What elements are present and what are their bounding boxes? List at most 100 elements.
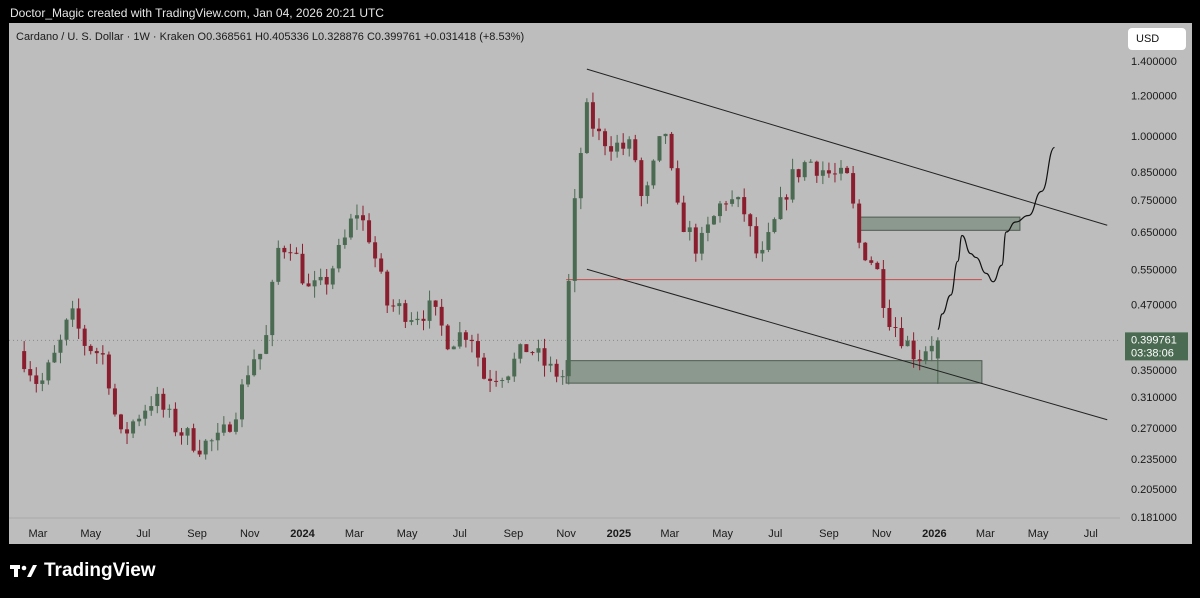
- projection-path: [937, 146, 1056, 330]
- candle-body: [542, 348, 547, 366]
- candle-body: [409, 320, 414, 322]
- candle-body: [173, 408, 178, 433]
- currency-button[interactable]: USD: [1128, 28, 1186, 50]
- candles-layer: [22, 92, 940, 460]
- candle-body: [705, 224, 710, 233]
- candle-body: [596, 128, 601, 132]
- price-tick-label: 1.200000: [1131, 90, 1177, 102]
- time-tick-label: Mar: [29, 528, 48, 540]
- candle-body: [312, 280, 317, 287]
- candle-body: [397, 303, 402, 307]
- candle-body: [572, 198, 577, 281]
- candle-body: [524, 344, 529, 353]
- candle-body: [215, 432, 220, 441]
- candle-body: [494, 380, 499, 382]
- time-tick-label: 2024: [290, 528, 315, 540]
- annotations-layer: [586, 68, 1108, 421]
- time-tick-label: Sep: [504, 528, 524, 540]
- price-tick-label: 0.650000: [1131, 227, 1177, 239]
- candle-body: [64, 319, 69, 340]
- candle-body: [143, 410, 148, 419]
- candle-body: [790, 169, 795, 200]
- candle-body: [22, 351, 27, 370]
- candle-body: [191, 428, 196, 451]
- candle-body: [500, 380, 505, 382]
- candle-body: [179, 432, 184, 436]
- price-tick-label: 0.270000: [1131, 423, 1177, 435]
- candle-body: [905, 340, 910, 347]
- candle-body: [282, 247, 287, 253]
- zones-layer: [9, 216, 1120, 384]
- candle-body: [699, 232, 704, 254]
- candle-body: [839, 167, 844, 174]
- candle-body: [760, 249, 765, 254]
- candle-body: [845, 167, 850, 174]
- time-tick-label: Mar: [345, 528, 364, 540]
- price-tick-label: 0.350000: [1131, 365, 1177, 377]
- chart-caption: Doctor_Magic created with TradingView.co…: [10, 6, 384, 20]
- candle-body: [645, 185, 650, 197]
- candle-body: [88, 345, 93, 352]
- candle-body: [917, 359, 922, 361]
- candle-body: [137, 418, 142, 422]
- time-tick-label: Mar: [976, 528, 995, 540]
- time-tick-label: Sep: [819, 528, 839, 540]
- candle-body: [336, 244, 341, 269]
- candle-body: [899, 327, 904, 347]
- candle-body: [58, 339, 63, 353]
- candle-body: [754, 226, 759, 254]
- candle-body: [935, 340, 940, 359]
- candle-body: [46, 362, 51, 381]
- time-tick-label: Nov: [872, 528, 892, 540]
- candle-body: [584, 102, 589, 154]
- price-tick-label: 0.750000: [1131, 195, 1177, 207]
- candle-body: [324, 276, 329, 285]
- candle-body: [427, 300, 432, 321]
- candle-body: [687, 227, 692, 233]
- price-axis: 1.400000 1.200000 1.000000 0.850000 0.750000…: [1131, 56, 1177, 524]
- time-tick-label: Jul: [453, 528, 467, 540]
- candle-body: [34, 375, 39, 384]
- candle-body: [772, 219, 777, 233]
- candle-body: [469, 339, 474, 342]
- candle-body: [252, 359, 257, 376]
- candle-body: [863, 242, 868, 261]
- price-tick-label: 0.310000: [1131, 392, 1177, 404]
- candle-body: [893, 327, 898, 329]
- price-tag-value: 0.399761: [1131, 334, 1177, 346]
- candle-body: [209, 440, 214, 442]
- price-tick-label: 1.000000: [1131, 131, 1177, 143]
- candle-body: [82, 328, 87, 346]
- time-tick-label: Jul: [768, 528, 782, 540]
- candle-body: [766, 232, 771, 250]
- candle-body: [881, 269, 886, 308]
- candle-body: [451, 346, 456, 350]
- candle-body: [603, 131, 608, 147]
- time-tick-label: 2025: [607, 528, 631, 540]
- price-tick-label: 0.181000: [1131, 512, 1177, 524]
- candle-body: [578, 153, 583, 199]
- time-tick-label: May: [80, 528, 101, 540]
- candle-body: [40, 380, 45, 384]
- time-tick-label: Sep: [187, 528, 207, 540]
- price-tick-label: 0.550000: [1131, 264, 1177, 276]
- time-tick-label: Jul: [1084, 528, 1098, 540]
- candle-body: [125, 429, 130, 434]
- candle-body: [554, 363, 559, 377]
- candle-body: [929, 345, 934, 352]
- candle-body: [367, 220, 372, 243]
- candle-body: [826, 170, 831, 174]
- candle-body: [433, 300, 438, 307]
- candle-body: [94, 351, 99, 354]
- candle-body: [463, 332, 468, 340]
- candle-body: [391, 305, 396, 307]
- symbol-legend: Cardano / U. S. Dollar · 1W · Kraken O0.…: [16, 31, 525, 43]
- brand-logo[interactable]: TradingView: [10, 560, 156, 582]
- candle-body: [221, 424, 226, 433]
- time-axis: Mar May Jul Sep Nov 2024 Mar May Jul Sep Nov 2025 Ma…: [29, 528, 1098, 540]
- candle-body: [264, 335, 269, 354]
- candle-body: [100, 353, 105, 355]
- candle-body: [512, 358, 517, 377]
